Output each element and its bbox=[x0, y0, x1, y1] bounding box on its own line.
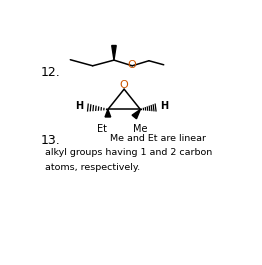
Text: atoms, respectively.: atoms, respectively. bbox=[45, 163, 140, 172]
Text: H: H bbox=[75, 101, 84, 111]
Text: Me and Et are linear: Me and Et are linear bbox=[110, 134, 206, 143]
Text: alkyl groups having 1 and 2 carbon: alkyl groups having 1 and 2 carbon bbox=[45, 148, 212, 157]
Polygon shape bbox=[112, 46, 116, 60]
Text: Et: Et bbox=[97, 124, 107, 134]
Text: O: O bbox=[128, 60, 137, 70]
Text: O: O bbox=[120, 80, 128, 90]
Text: Me: Me bbox=[133, 124, 148, 134]
Text: H: H bbox=[160, 101, 168, 111]
Text: 12.: 12. bbox=[41, 67, 61, 80]
Polygon shape bbox=[105, 109, 111, 117]
Polygon shape bbox=[132, 109, 140, 119]
Text: 13.: 13. bbox=[41, 134, 61, 147]
